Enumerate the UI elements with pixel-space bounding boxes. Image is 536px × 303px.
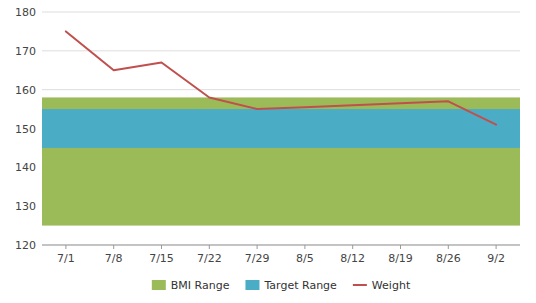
- legend-swatch: [152, 280, 166, 290]
- y-tick-label: 170: [15, 45, 36, 58]
- y-tick-label: 150: [15, 123, 36, 136]
- legend-label: Weight: [372, 279, 411, 292]
- x-tick-label: 7/22: [197, 252, 222, 265]
- x-tick: [209, 245, 210, 249]
- x-tick: [65, 245, 66, 249]
- y-tick-label: 160: [15, 84, 36, 97]
- x-tick-label: 7/8: [105, 252, 123, 265]
- legend-item: BMI Range: [152, 279, 230, 292]
- y-tick-label: 180: [15, 6, 36, 19]
- x-tick-label: 7/1: [57, 252, 75, 265]
- y-tick-label: 140: [15, 161, 36, 174]
- x-axis: 7/1 7/8 7/15 7/22 7/29 8/5 8/12 8/19 8/26 9/2: [42, 245, 520, 265]
- chart-svg: 120 130 140 150 160 170 180 7/1 7/8 7/15 7/22 7/29 8…: [0, 0, 536, 303]
- legend-swatch: [353, 284, 367, 286]
- legend-item: Target Range: [245, 279, 337, 292]
- x-tick-label: 7/15: [149, 252, 174, 265]
- plot-data: [42, 31, 520, 225]
- x-tick-label: 9/2: [487, 252, 505, 265]
- grid: [42, 12, 520, 245]
- range-band: [42, 97, 520, 225]
- x-tick-label: 8/12: [340, 252, 365, 265]
- y-tick-label: 120: [15, 239, 36, 252]
- grid-line: [42, 12, 520, 13]
- chart-container: 120 130 140 150 160 170 180 7/1 7/8 7/15 7/22 7/29 8…: [0, 0, 536, 303]
- x-tick: [304, 245, 305, 249]
- x-tick: [161, 245, 162, 249]
- x-tick: [400, 245, 401, 249]
- x-tick: [352, 245, 353, 249]
- x-tick: [257, 245, 258, 249]
- x-tick: [448, 245, 449, 249]
- x-tick: [113, 245, 114, 249]
- legend-label: BMI Range: [171, 279, 230, 292]
- legend-swatch: [245, 280, 259, 290]
- grid-line: [42, 89, 520, 90]
- grid-line: [42, 50, 520, 51]
- y-tick-label: 130: [15, 200, 36, 213]
- range-band: [42, 109, 520, 148]
- legend-label: Target Range: [263, 279, 337, 292]
- weight-line: [66, 31, 496, 124]
- y-axis: 120 130 140 150 160 170 180: [15, 6, 36, 252]
- x-tick-label: 7/29: [245, 252, 270, 265]
- legend: BMI Range Target Range Weight: [152, 279, 411, 292]
- x-tick-label: 8/5: [296, 252, 314, 265]
- x-tick-label: 8/19: [388, 252, 413, 265]
- legend-item: Weight: [353, 279, 411, 292]
- x-tick-label: 8/26: [436, 252, 461, 265]
- x-tick: [496, 245, 497, 249]
